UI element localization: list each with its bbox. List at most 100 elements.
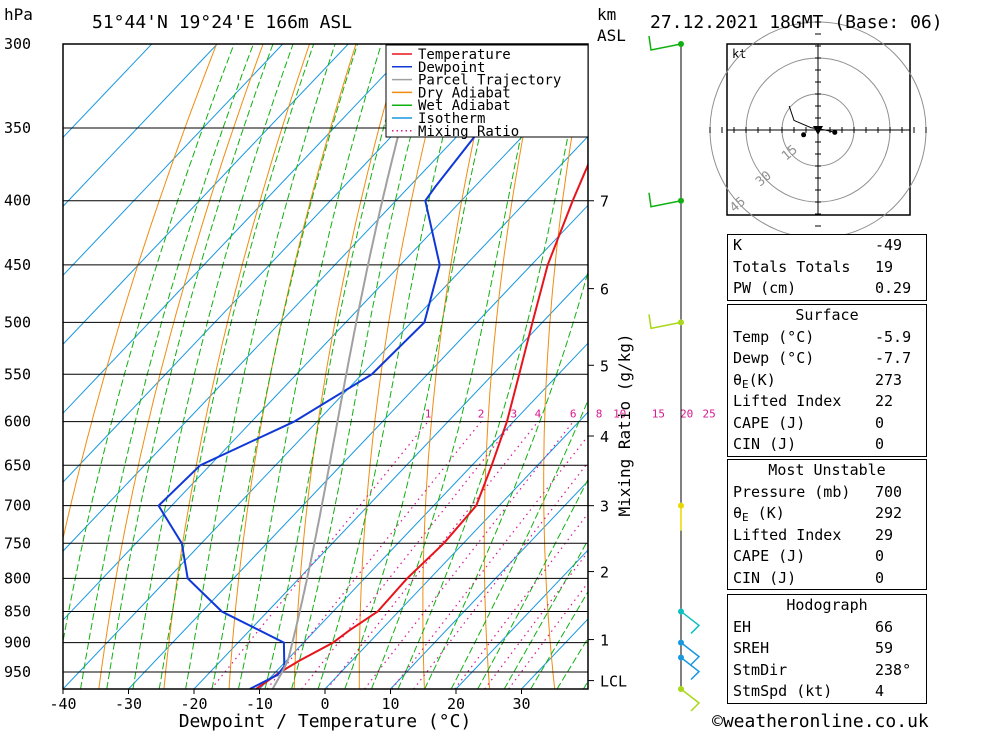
surface-row: Temp (°C)-5.9: [728, 327, 926, 349]
wet-adiabat-line: [81, 44, 254, 689]
dry-adiabat-line: [164, 44, 310, 689]
theta-unit: (K): [749, 371, 776, 389]
index-row: PW (cm)0.29: [728, 278, 926, 300]
wet-adiabat-line: [292, 44, 436, 689]
wet-adiabat-line: [107, 44, 273, 689]
index-label: K: [733, 235, 742, 257]
pressure-unit: hPa: [4, 5, 33, 24]
wet-adiabat-line: [451, 44, 701, 689]
most-unstable-value: 0: [875, 568, 884, 590]
surface-value: -7.7: [875, 348, 911, 370]
most-unstable-label: θE (K): [733, 503, 785, 526]
wind-barb: [681, 658, 699, 680]
pressure-tick-label: 700: [4, 497, 31, 515]
copyright: ©weatheronline.co.uk: [712, 711, 929, 732]
most-unstable-title: Most Unstable: [728, 460, 926, 482]
mixing-ratio-label: 25: [702, 408, 715, 421]
hodograph-param-label: SREH: [733, 638, 769, 660]
mixing-ratio-line: [485, 422, 687, 689]
profile-dewpoint: [159, 44, 555, 689]
surface-title: Surface: [728, 305, 926, 327]
datetime-title: 27.12.2021 18GMT (Base: 06): [650, 12, 943, 33]
hodograph-param-label: EH: [733, 617, 751, 639]
index-value: 19: [875, 257, 893, 279]
pressure-tick-label: 350: [4, 119, 31, 137]
wet-adiabat-line: [54, 44, 234, 689]
pressure-tick-label: 300: [4, 35, 31, 53]
height-tick-label: 2: [600, 564, 609, 582]
wind-barb: [681, 643, 699, 665]
pressure-tick-label: 600: [4, 413, 31, 431]
x-tick-label: 30: [512, 695, 530, 713]
most-unstable-label: Pressure (mb): [733, 482, 850, 504]
hodograph-unit: kt: [732, 47, 746, 61]
index-value: 0.29: [875, 278, 911, 300]
mixing-ratio-line: [392, 422, 599, 689]
most-unstable-row: Pressure (mb) 700: [728, 482, 926, 504]
dry-adiabat-line: [484, 44, 541, 689]
surface-value: 273: [875, 370, 902, 392]
mixing-ratio-label: 6: [570, 408, 577, 421]
mixing-ratio-line: [414, 422, 620, 689]
wind-barb: [649, 36, 681, 50]
dry-adiabat-line: [960, 44, 1000, 689]
pressure-tick-label: 650: [4, 456, 31, 474]
legend-entry: Mixing Ratio: [418, 124, 519, 140]
most-unstable-value: 29: [875, 525, 893, 547]
pressure-tick-label: 400: [4, 192, 31, 210]
wet-adiabat-line: [133, 44, 293, 689]
most-unstable-row: CAPE (J) 0: [728, 546, 926, 568]
surface-value: 22: [875, 391, 893, 413]
surface-row: Dewp (°C)-7.7: [728, 348, 926, 370]
mixing-ratio-line: [267, 422, 481, 689]
theta-subscript: E: [742, 378, 749, 391]
hodograph-param-label: StmSpd (kt): [733, 681, 832, 703]
surface-row: CIN (J)0: [728, 434, 926, 456]
most-unstable-row: θE (K) 292: [728, 503, 926, 525]
height-tick-label: 3: [600, 498, 609, 516]
most-unstable-value: 0: [875, 546, 884, 568]
hodograph-point: [832, 130, 837, 135]
isotherm-line: [0, 44, 217, 689]
index-row: K-49: [728, 235, 926, 257]
pressure-tick-label: 550: [4, 365, 31, 383]
pressure-tick-label: 850: [4, 602, 31, 620]
x-tick-label: -30: [115, 695, 142, 713]
wind-barb: [681, 611, 699, 633]
height-tick-label: 7: [600, 193, 609, 211]
mixing-ratio-label: 1: [425, 408, 432, 421]
surface-row: CAPE (J)0: [728, 413, 926, 435]
wind-barb: [681, 689, 699, 711]
surface-row: θE(K)273: [728, 370, 926, 392]
profile-temperature: [256, 44, 640, 689]
pressure-tick-label: 950: [4, 663, 31, 681]
hodograph-param-value: 59: [875, 638, 893, 660]
theta-unit: (K): [749, 504, 785, 522]
height-tick-label: 6: [600, 281, 609, 299]
wet-adiabat-line: [318, 44, 466, 689]
wet-adiabat-line: [159, 44, 314, 689]
index-label: Totals Totals: [733, 257, 850, 279]
location-title: 51°44'N 19°24'E 166m ASL: [92, 12, 352, 33]
pressure-tick-label: 450: [4, 256, 31, 274]
most-unstable-value: 700: [875, 482, 902, 504]
most-unstable-value: 292: [875, 503, 902, 525]
height-unit-asl: ASL: [597, 26, 626, 45]
most-unstable-label: CAPE (J): [733, 546, 805, 568]
surface-label: Temp (°C): [733, 327, 814, 349]
pressure-tick-label: 500: [4, 313, 31, 331]
theta-subscript: E: [742, 511, 749, 524]
dry-adiabat-line: [229, 44, 356, 689]
hodograph-param-row: SREH 59: [728, 638, 926, 660]
x-tick-label: -40: [49, 695, 76, 713]
mixing-ratio-label: 15: [652, 408, 665, 421]
surface-label: CIN (J): [733, 434, 796, 456]
mixing-ratio-label: 2: [478, 408, 485, 421]
surface-value: 0: [875, 413, 884, 435]
hodograph-param-row: StmSpd (kt)4: [728, 681, 926, 703]
